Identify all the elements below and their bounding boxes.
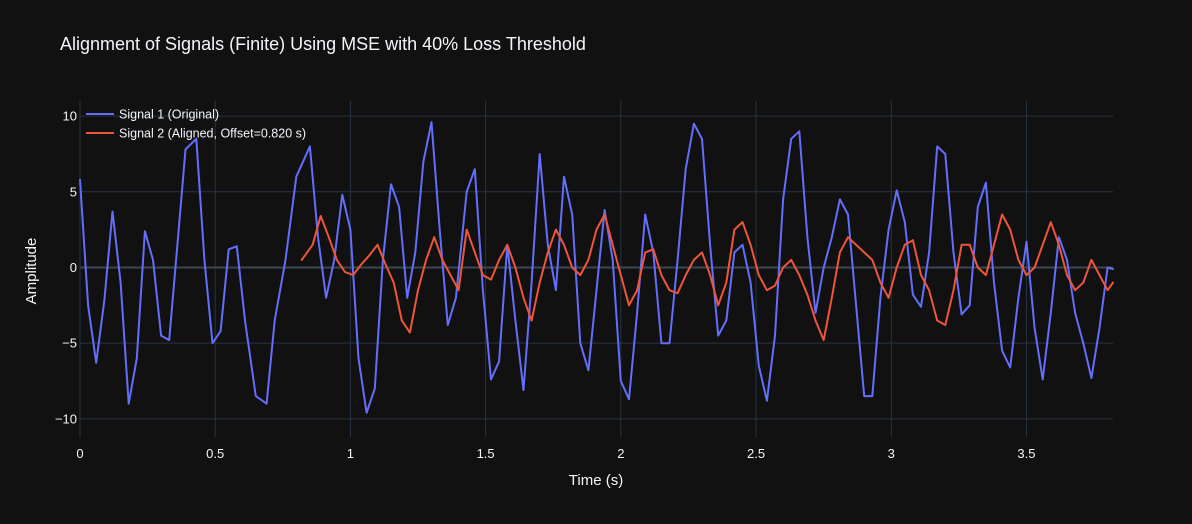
- x-tick-label: 2: [617, 446, 624, 461]
- x-tick-label: 3.5: [1017, 446, 1035, 461]
- legend-label[interactable]: Signal 2 (Aligned, Offset=0.820 s): [119, 127, 306, 141]
- x-tick-label: 0: [76, 446, 83, 461]
- chart-title: Alignment of Signals (Finite) Using MSE …: [60, 34, 586, 54]
- x-tick-label: 2.5: [747, 446, 765, 461]
- y-axis-title: Amplitude: [23, 238, 40, 305]
- series-line-2[interactable]: [300, 213, 1114, 342]
- series-line-1[interactable]: [79, 121, 1114, 414]
- x-tick-label: 3: [888, 446, 895, 461]
- legend[interactable]: Signal 1 (Original) Signal 2 (Aligned, Of…: [86, 108, 306, 141]
- x-axis-title: Time (s): [569, 472, 623, 489]
- y-tick-label: 10: [63, 109, 77, 124]
- grid: [79, 101, 1113, 437]
- x-tick-label: 1.5: [477, 446, 495, 461]
- x-tick-label: 0.5: [206, 446, 224, 461]
- y-tick-label: −10: [55, 411, 77, 426]
- tick-labels: 0 0.5 1 1.5 2 2.5 3 3.5 −10 −5 0 5 10: [55, 109, 1036, 461]
- y-tick-label: 0: [70, 260, 77, 275]
- y-tick-label: −5: [62, 336, 77, 351]
- x-tick-label: 1: [347, 446, 354, 461]
- series-layer: [79, 121, 1114, 414]
- legend-label[interactable]: Signal 1 (Original): [119, 108, 219, 122]
- y-tick-label: 5: [70, 184, 77, 199]
